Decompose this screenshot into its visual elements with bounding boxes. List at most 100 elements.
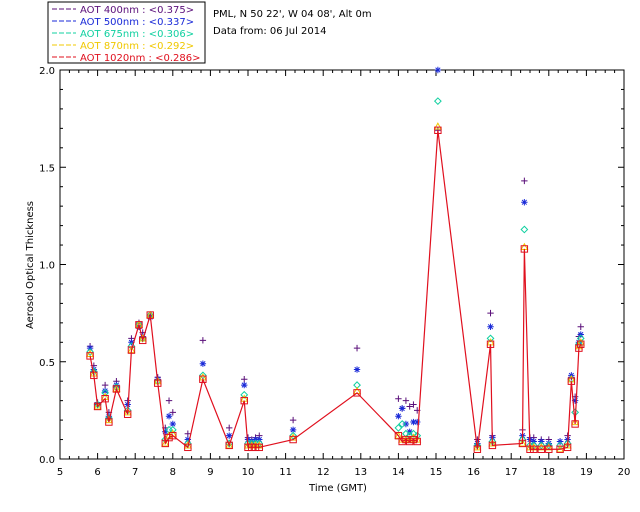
x-tick-label: 16 [467, 467, 480, 478]
data-point [537, 443, 546, 451]
data-point [184, 443, 192, 452]
y-tick-label: 1.0 [39, 261, 55, 272]
data-point [398, 420, 407, 428]
data-point [289, 426, 297, 434]
data-point [544, 443, 553, 451]
data-point [353, 389, 361, 397]
data-point [127, 346, 136, 354]
data-point [161, 439, 169, 448]
data-point [154, 379, 162, 387]
data-point [433, 122, 442, 130]
data-point [530, 445, 538, 453]
data-point [473, 443, 482, 451]
x-tick-label: 7 [132, 467, 138, 478]
data-point [168, 425, 177, 434]
data-point [405, 437, 414, 446]
series-aot-1020nm [86, 126, 585, 453]
data-point [434, 126, 442, 134]
plot-frame [59, 69, 625, 460]
x-tick-label: 5 [57, 467, 63, 478]
data-point [248, 443, 256, 452]
series-aot-675nm [86, 97, 585, 450]
data-point [410, 401, 417, 408]
data-point [487, 323, 494, 330]
data-point [563, 443, 572, 452]
data-point [101, 381, 109, 389]
data-point [146, 311, 154, 319]
data-point [139, 336, 147, 345]
data-point [105, 418, 113, 426]
data-point [521, 199, 528, 206]
x-tick-label: 19 [580, 467, 593, 478]
data-point [398, 437, 406, 446]
data-point [575, 344, 583, 352]
data-point [199, 360, 207, 367]
data-point [169, 409, 176, 416]
x-tick-label: 12 [317, 467, 330, 478]
data-point [544, 441, 553, 450]
data-point [571, 417, 580, 426]
data-point [86, 348, 94, 356]
data-point [556, 441, 564, 450]
data-point [409, 429, 418, 438]
data-point [520, 225, 529, 234]
x-tick-label: 11 [279, 467, 292, 478]
data-point [413, 437, 421, 446]
data-point [406, 403, 413, 410]
data-point [402, 397, 410, 404]
data-point [169, 431, 177, 440]
series-aot-500nm [86, 66, 584, 447]
data-point [518, 439, 527, 448]
data-point [488, 441, 497, 450]
data-point [162, 428, 169, 435]
data-point [101, 388, 110, 397]
x-tick-label: 10 [242, 467, 255, 478]
series-layer [86, 66, 585, 453]
data-point [161, 439, 170, 447]
data-point [112, 385, 121, 393]
series-aot-870nm [86, 122, 585, 453]
x-axis-label: Time (GMT) [308, 483, 367, 494]
data-point [395, 395, 402, 402]
legend-label: AOT 500nm : <0.337> [80, 17, 194, 28]
data-point [240, 390, 249, 399]
data-point [123, 410, 132, 418]
data-point [488, 439, 497, 447]
data-point [529, 443, 538, 451]
data-point [395, 413, 402, 420]
data-point [567, 377, 576, 385]
data-point [169, 420, 176, 428]
data-point [134, 320, 144, 328]
y-axis-label: Aerosol Optical Thickness [25, 201, 36, 329]
chart-title-line-1: PML, N 50 22', W 04 08', Alt 0m [213, 9, 372, 20]
data-point [226, 424, 233, 432]
data-point [486, 334, 495, 343]
data-point [165, 397, 173, 404]
data-point [101, 387, 109, 395]
x-tick-label: 18 [542, 467, 555, 478]
data-point [402, 435, 410, 444]
data-point [577, 340, 585, 348]
series-line [89, 130, 582, 450]
data-point [255, 439, 264, 448]
data-point [184, 430, 192, 437]
x-tick-label: 13 [354, 467, 367, 478]
data-point [255, 443, 263, 452]
data-point [289, 435, 297, 444]
x-tick-label: 6 [94, 467, 100, 478]
data-point [545, 445, 553, 453]
data-point [93, 402, 102, 410]
y-tick-label: 0.5 [39, 358, 55, 369]
y-tick-label: 2.0 [39, 66, 55, 77]
y-tick-label: 1.5 [39, 163, 55, 174]
data-point [473, 445, 482, 453]
data-point [199, 375, 207, 383]
data-point [199, 337, 207, 344]
data-point [520, 242, 529, 251]
data-point [241, 376, 248, 383]
data-point [576, 334, 585, 343]
data-point [398, 405, 406, 412]
x-tick-label: 8 [170, 467, 176, 478]
legend-label: AOT 675nm : <0.306> [80, 29, 194, 40]
